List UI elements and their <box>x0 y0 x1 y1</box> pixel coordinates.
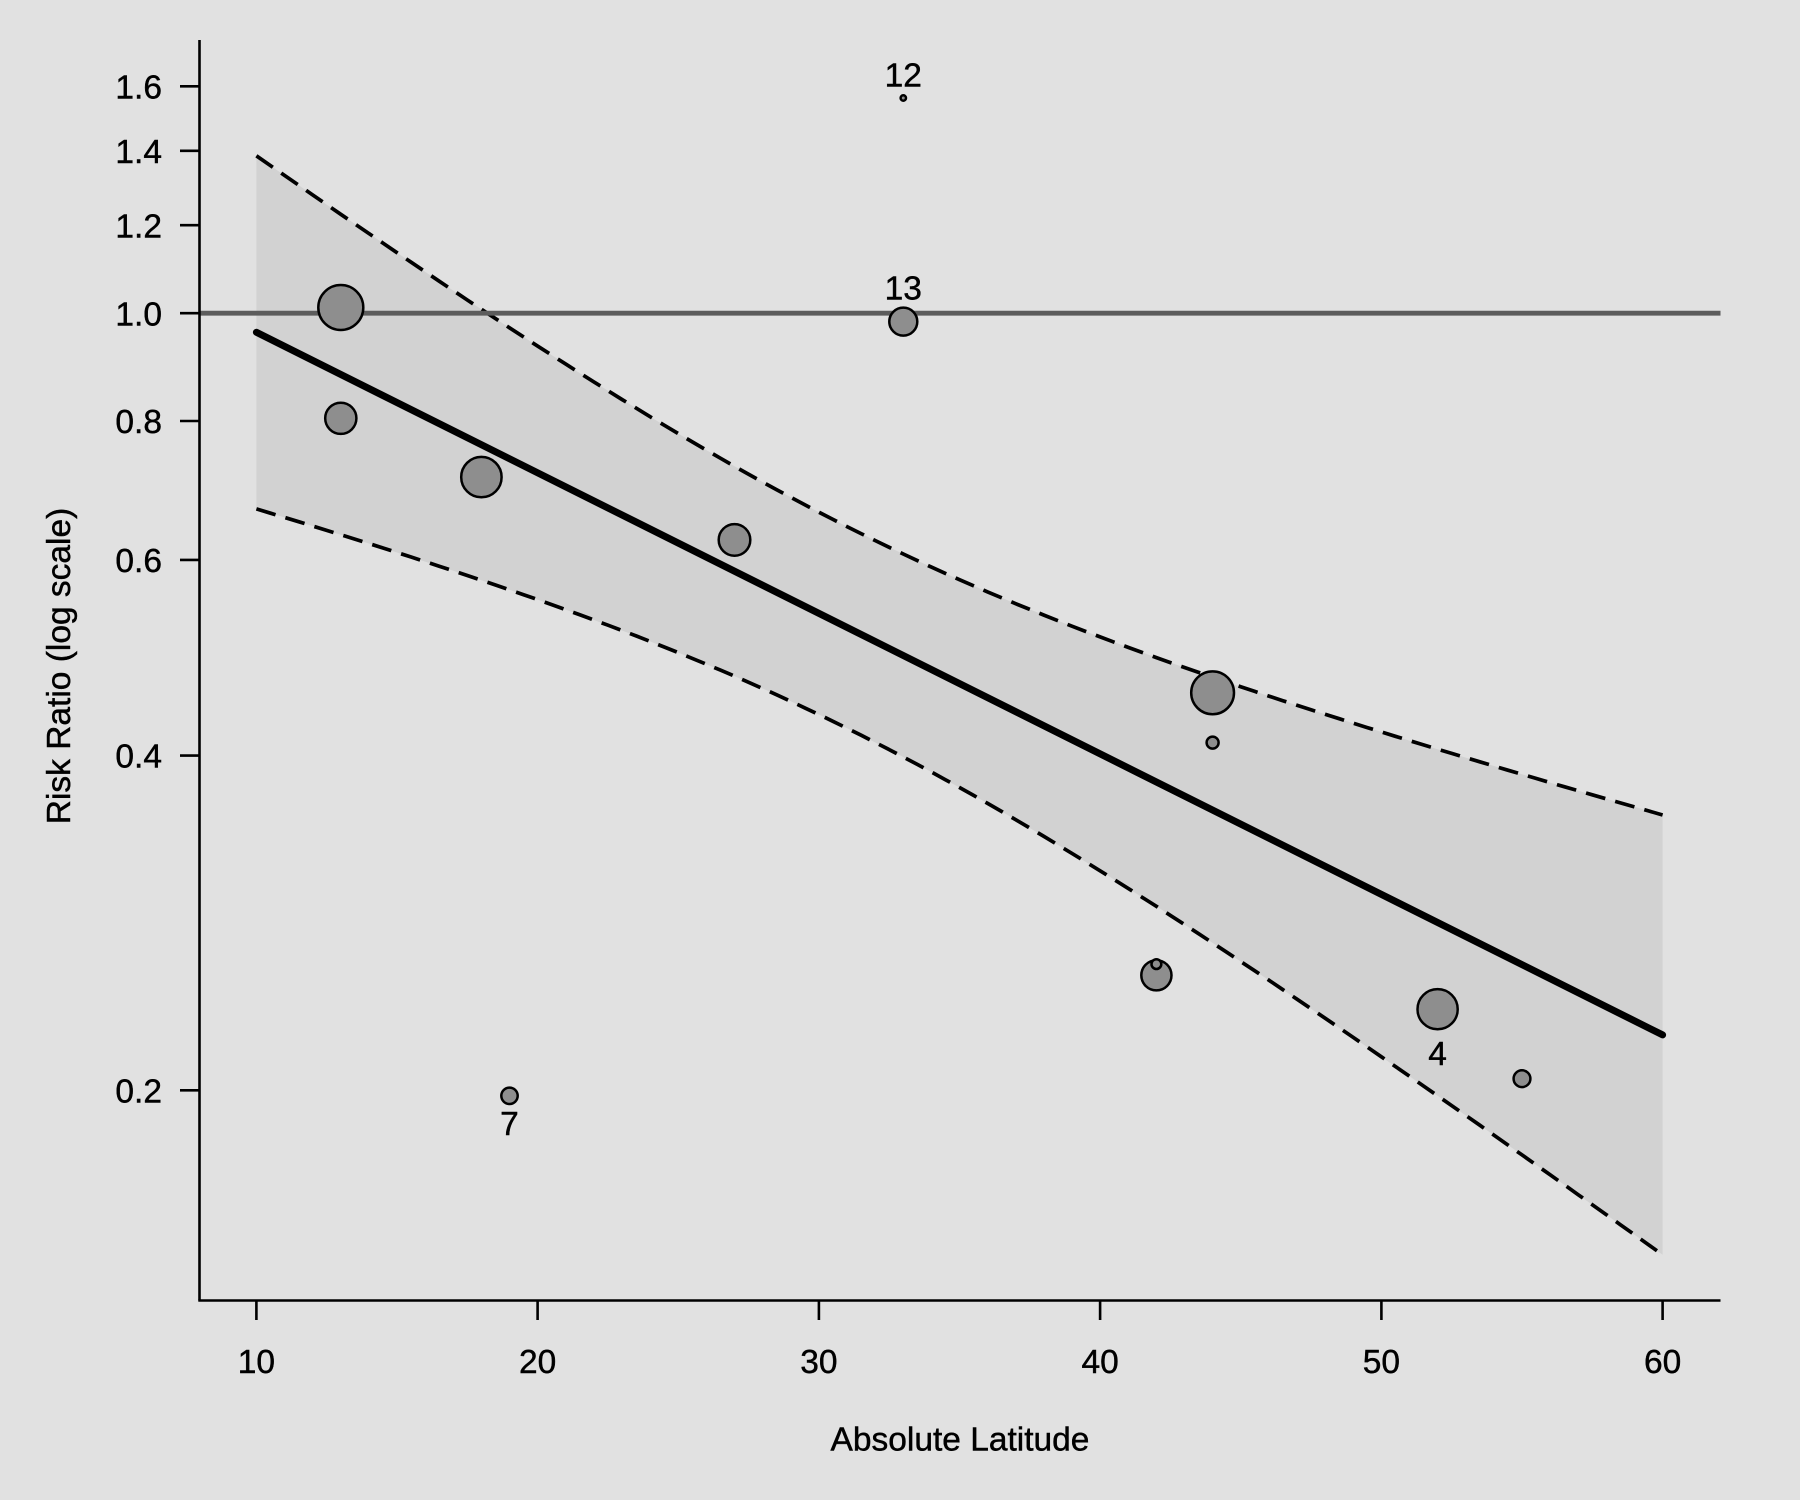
svg-text:0.4: 0.4 <box>115 739 162 776</box>
svg-text:40: 40 <box>1081 1344 1118 1381</box>
svg-text:0.6: 0.6 <box>115 543 162 580</box>
svg-text:4: 4 <box>1428 1036 1447 1073</box>
svg-text:Absolute Latitude: Absolute Latitude <box>831 1422 1090 1459</box>
svg-text:12: 12 <box>885 58 922 95</box>
svg-text:7: 7 <box>500 1106 519 1143</box>
svg-text:60: 60 <box>1644 1344 1681 1381</box>
svg-text:1.0: 1.0 <box>115 296 162 333</box>
svg-text:0.2: 0.2 <box>115 1073 162 1110</box>
svg-text:20: 20 <box>519 1344 556 1381</box>
svg-text:Risk Ratio (log scale): Risk Ratio (log scale) <box>41 508 78 824</box>
svg-text:50: 50 <box>1363 1344 1400 1381</box>
svg-text:1.4: 1.4 <box>115 134 162 171</box>
svg-text:10: 10 <box>238 1344 275 1381</box>
svg-text:1.6: 1.6 <box>115 69 162 106</box>
svg-text:0.8: 0.8 <box>115 404 162 441</box>
svg-text:30: 30 <box>800 1344 837 1381</box>
svg-text:1.2: 1.2 <box>115 208 162 245</box>
svg-text:13: 13 <box>885 271 922 308</box>
